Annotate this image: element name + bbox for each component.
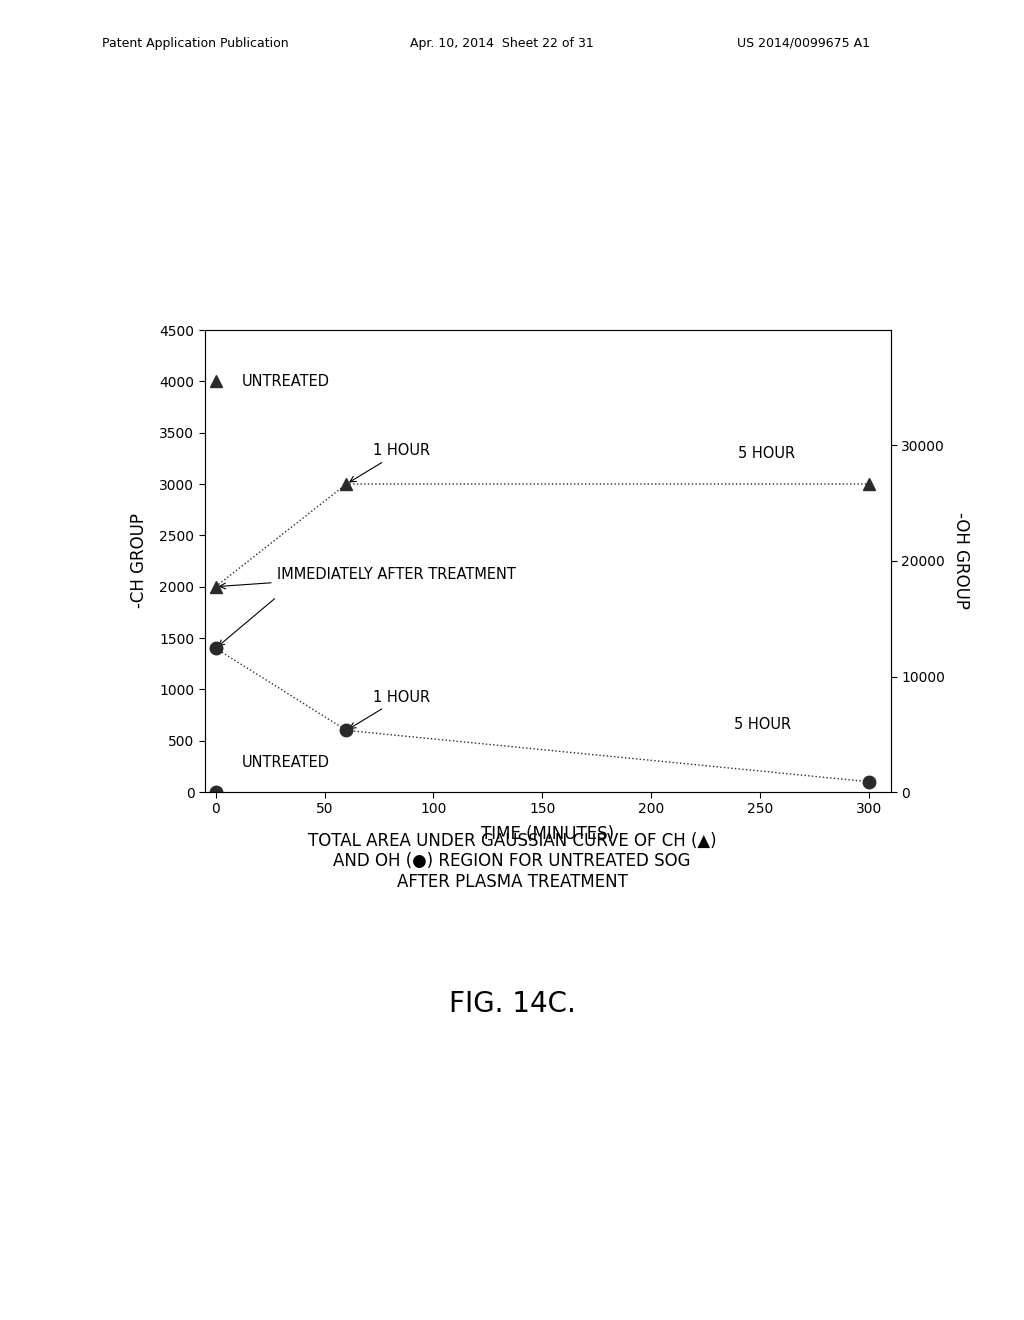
Text: Apr. 10, 2014  Sheet 22 of 31: Apr. 10, 2014 Sheet 22 of 31 xyxy=(410,37,593,50)
Text: UNTREATED: UNTREATED xyxy=(242,374,330,389)
Text: UNTREATED: UNTREATED xyxy=(242,755,330,771)
Y-axis label: -CH GROUP: -CH GROUP xyxy=(130,513,148,609)
Y-axis label: -OH GROUP: -OH GROUP xyxy=(952,512,970,610)
Text: US 2014/0099675 A1: US 2014/0099675 A1 xyxy=(737,37,870,50)
X-axis label: TIME (MINUTES): TIME (MINUTES) xyxy=(481,825,614,842)
Text: FIG. 14C.: FIG. 14C. xyxy=(449,990,575,1018)
Text: 5 HOUR: 5 HOUR xyxy=(734,718,792,733)
Text: Patent Application Publication: Patent Application Publication xyxy=(102,37,289,50)
Text: 5 HOUR: 5 HOUR xyxy=(738,446,796,462)
Text: TOTAL AREA UNDER GAUSSIAN CURVE OF CH (▲)
AND OH (●) REGION FOR UNTREATED SOG
AF: TOTAL AREA UNDER GAUSSIAN CURVE OF CH (▲… xyxy=(307,832,717,891)
Text: 1 HOUR: 1 HOUR xyxy=(350,690,430,729)
Text: 1 HOUR: 1 HOUR xyxy=(350,444,430,482)
Text: IMMEDIATELY AFTER TREATMENT: IMMEDIATELY AFTER TREATMENT xyxy=(220,566,515,589)
